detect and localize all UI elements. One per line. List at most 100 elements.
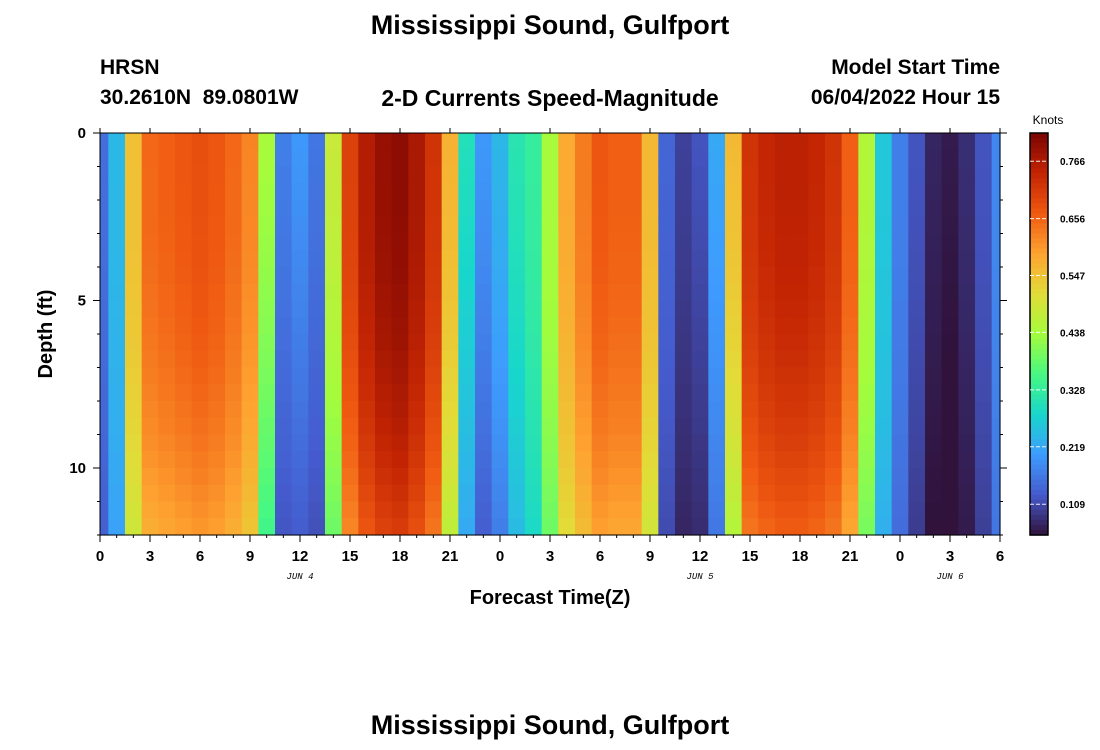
heatmap-cell [558, 434, 576, 452]
heatmap-cell [408, 317, 426, 335]
heatmap-cell [658, 216, 676, 235]
heatmap-cell [675, 283, 693, 302]
colorbar-segment [1030, 514, 1048, 521]
heatmap-cell [991, 166, 1001, 184]
heatmap-cell [358, 518, 376, 536]
heatmap-cell [341, 267, 359, 285]
heatmap-cell [558, 216, 576, 235]
heatmap-cell [891, 451, 909, 469]
heatmap-cell [575, 300, 593, 318]
heatmap-cell [558, 149, 576, 168]
heatmap-cell [241, 149, 259, 168]
heatmap-cell [825, 133, 843, 151]
heatmap-cell [258, 334, 276, 352]
heatmap-cell [108, 317, 126, 335]
heatmap-cell [141, 451, 159, 469]
heatmap-cell [625, 501, 643, 519]
heatmap-cell [808, 233, 826, 251]
heatmap-cell [758, 317, 776, 335]
heatmap-cell [908, 451, 926, 469]
heatmap-cell [891, 434, 909, 452]
heatmap-cell [475, 434, 493, 452]
heatmap-cell [808, 250, 826, 268]
heatmap-cell [408, 434, 426, 452]
heatmap-cell [691, 166, 709, 184]
heatmap-cell [758, 451, 776, 469]
heatmap-cell [158, 350, 176, 369]
heatmap-cell [758, 350, 776, 369]
heatmap-cell [558, 166, 576, 184]
heatmap-cell [425, 166, 443, 184]
heatmap-cell [725, 283, 743, 302]
colorbar-segment [1030, 364, 1048, 370]
colorbar-segment [1030, 464, 1048, 471]
heatmap-cell [908, 518, 926, 536]
heatmap-cell [858, 317, 876, 335]
heatmap-cell [191, 434, 209, 452]
heatmap-cell [225, 417, 243, 436]
heatmap-cell [508, 334, 526, 352]
heatmap-cell [325, 283, 343, 302]
colorbar-segment [1030, 143, 1048, 149]
heatmap-cell [741, 250, 759, 268]
colorbar-segment [1030, 479, 1048, 486]
heatmap-cell [591, 401, 609, 419]
heatmap-cell [308, 434, 326, 452]
heatmap-cell [158, 250, 176, 268]
heatmap-cell [958, 468, 976, 486]
colorbar-segment [1030, 273, 1048, 280]
heatmap-cell [991, 300, 1001, 318]
heatmap-cell [175, 434, 193, 452]
colorbar-segment [1030, 208, 1048, 215]
heatmap-cell [658, 166, 676, 184]
heatmap-cell [991, 484, 1001, 503]
heatmap-cell [108, 468, 126, 486]
heatmap-cell [408, 518, 426, 536]
heatmap-cell [391, 216, 409, 235]
heatmap-cell [425, 350, 443, 369]
heatmap-cell [791, 384, 809, 402]
heatmap-cell [708, 501, 726, 519]
heatmap-cell [658, 384, 676, 402]
heatmap-cell [675, 250, 693, 268]
heatmap-cell [841, 518, 859, 536]
heatmap-cell [708, 250, 726, 268]
heatmap-cell [825, 434, 843, 452]
heatmap-cell [608, 350, 626, 369]
heatmap-cell [541, 518, 559, 536]
heatmap-cell [958, 434, 976, 452]
heatmap-cell [991, 350, 1001, 369]
heatmap-cell [291, 367, 309, 385]
heatmap-cell [591, 501, 609, 519]
heatmap-cell [191, 233, 209, 251]
heatmap-cell [141, 334, 159, 352]
heatmap-cell [508, 451, 526, 469]
heatmap-cell [841, 166, 859, 184]
heatmap-cell [741, 417, 759, 436]
heatmap-cell [141, 417, 159, 436]
heatmap-cell [475, 300, 493, 318]
heatmap-cell [475, 283, 493, 302]
heatmap-cell [425, 250, 443, 268]
heatmap-cell [825, 183, 843, 201]
heatmap-cell [108, 267, 126, 285]
heatmap-cell [375, 434, 393, 452]
heatmap-cell [925, 401, 943, 419]
heatmap-cell [925, 518, 943, 536]
colorbar-segment [1030, 494, 1048, 501]
heatmap-cell [725, 401, 743, 419]
heatmap-cell [841, 334, 859, 352]
heatmap-cell [758, 384, 776, 402]
heatmap-cell [175, 334, 193, 352]
heatmap-cell [608, 384, 626, 402]
heatmap-cell [341, 300, 359, 318]
heatmap-cell [308, 233, 326, 251]
heatmap-cell [391, 267, 409, 285]
heatmap-cell [241, 434, 259, 452]
heatmap-cell [675, 501, 693, 519]
x-tick-label: 3 [546, 548, 554, 565]
heatmap-cell [541, 367, 559, 385]
heatmap-cell [491, 384, 509, 402]
heatmap-cell [991, 317, 1001, 335]
